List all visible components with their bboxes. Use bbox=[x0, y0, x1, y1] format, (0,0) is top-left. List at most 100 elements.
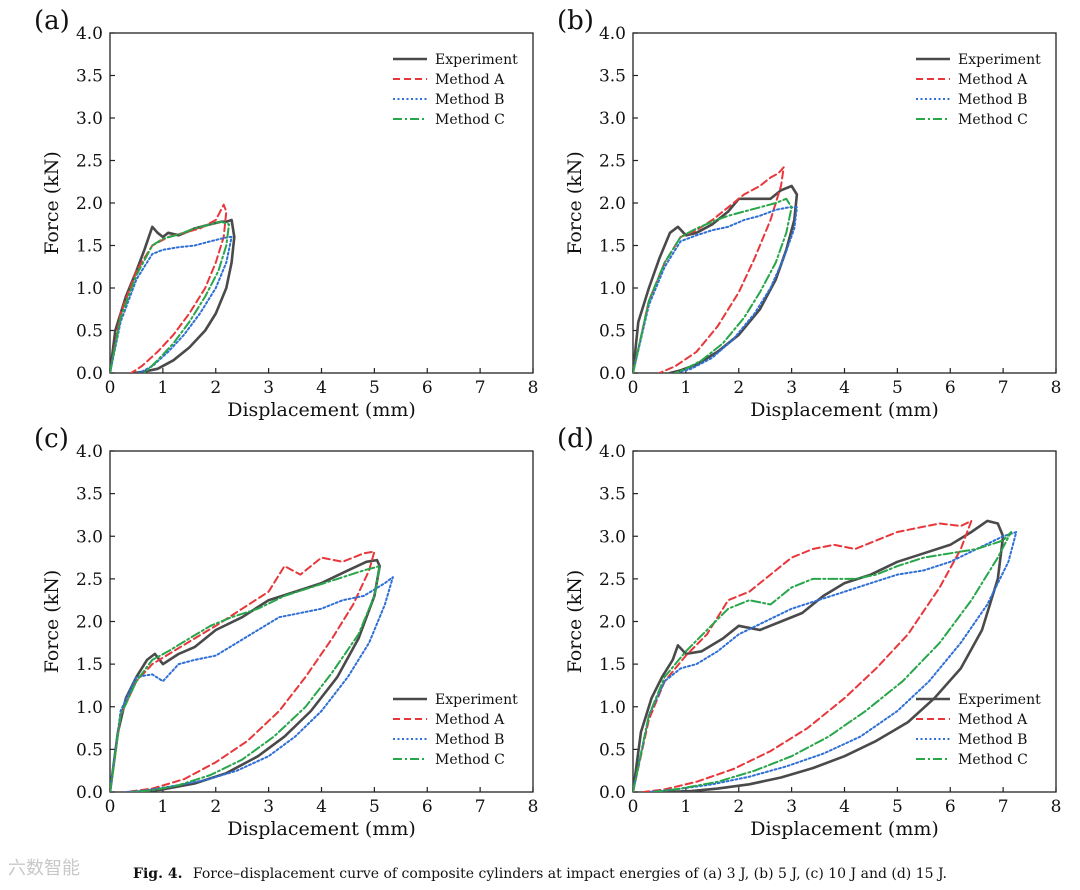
legend-label-method-a: Method A bbox=[435, 72, 505, 88]
x-axis-label-b: Displacement (mm) bbox=[750, 399, 939, 421]
y-axis-label-d: Force (kN) bbox=[564, 570, 586, 674]
legend-label-experiment: Experiment bbox=[958, 692, 1041, 708]
legend-label-method-c: Method C bbox=[958, 112, 1028, 128]
y-tick-label-a: 1.5 bbox=[76, 237, 103, 257]
y-axis-label-b: Force (kN) bbox=[564, 151, 586, 255]
series-line-method-c-c bbox=[110, 565, 381, 792]
legend-label-method-c: Method C bbox=[435, 112, 505, 128]
series-line-method-b-c bbox=[110, 576, 394, 792]
series-line-method-b-a bbox=[110, 236, 233, 373]
x-tick-label-d: 3 bbox=[786, 797, 797, 817]
legend-label-method-c: Method C bbox=[958, 752, 1028, 768]
x-axis-label-c: Displacement (mm) bbox=[227, 818, 416, 840]
legend-label-method-b: Method B bbox=[435, 92, 504, 108]
y-tick-label-d: 2.5 bbox=[599, 570, 626, 590]
y-tick-label-b: 2.5 bbox=[599, 152, 626, 172]
legend-label-method-a: Method A bbox=[958, 712, 1028, 728]
caption-label: Fig. 4. bbox=[133, 866, 183, 882]
x-tick-label-b: 4 bbox=[839, 378, 850, 398]
x-tick-label-c: 7 bbox=[475, 797, 486, 817]
x-tick-label-a: 2 bbox=[210, 378, 221, 398]
series-line-method-a-d bbox=[633, 519, 973, 792]
x-tick-label-b: 0 bbox=[628, 378, 639, 398]
y-tick-label-b: 3.5 bbox=[599, 67, 626, 87]
legend-label-method-a: Method A bbox=[958, 72, 1028, 88]
legend-label-experiment: Experiment bbox=[958, 52, 1041, 68]
y-tick-label-a: 4.0 bbox=[76, 24, 103, 44]
series-group-c bbox=[110, 550, 394, 792]
y-tick-label-c: 0.0 bbox=[76, 783, 103, 803]
x-tick-label-a: 8 bbox=[528, 378, 539, 398]
y-tick-label-c: 2.5 bbox=[76, 570, 103, 590]
series-line-method-b-b bbox=[633, 206, 798, 373]
legend-label-method-c: Method C bbox=[435, 752, 505, 768]
y-tick-label-d: 2.0 bbox=[599, 613, 626, 633]
x-tick-label-c: 8 bbox=[528, 797, 539, 817]
y-tick-label-c: 4.0 bbox=[76, 442, 103, 462]
y-tick-label-a: 2.5 bbox=[76, 152, 103, 172]
x-tick-label-a: 7 bbox=[475, 378, 486, 398]
series-line-method-c-a bbox=[110, 220, 230, 373]
x-tick-label-b: 7 bbox=[998, 378, 1009, 398]
x-tick-label-d: 5 bbox=[892, 797, 903, 817]
legend-c: Experiment Method A Method B Method C bbox=[393, 692, 518, 768]
y-tick-label-d: 0.0 bbox=[599, 783, 626, 803]
panel-label-c: (c) bbox=[34, 424, 69, 454]
legend-label-experiment: Experiment bbox=[435, 52, 518, 68]
legend-label-method-b: Method B bbox=[958, 92, 1027, 108]
panel-b: 0 1 2 3 4 5 6 7 8 0.0 0.5 1.0 1.5 2.0 2.5 3.0 3.5 4.0 Disp… bbox=[557, 6, 1061, 421]
y-tick-label-a: 0.5 bbox=[76, 322, 103, 342]
y-tick-label-a: 3.5 bbox=[76, 67, 103, 87]
series-line-experiment-d bbox=[633, 519, 1005, 792]
x-tick-label-d: 8 bbox=[1051, 797, 1062, 817]
x-tick-label-d: 0 bbox=[628, 797, 639, 817]
x-tick-label-d: 7 bbox=[998, 797, 1009, 817]
x-tick-label-b: 2 bbox=[733, 378, 744, 398]
x-axis-label-a: Displacement (mm) bbox=[227, 399, 416, 421]
y-axis-label-a: Force (kN) bbox=[41, 151, 63, 255]
x-tick-label-a: 6 bbox=[422, 378, 433, 398]
legend-b: Experiment Method A Method B Method C bbox=[916, 52, 1041, 128]
figure-canvas: 0 1 2 3 4 5 6 7 8 0.0 0.5 1.0 1.5 2.0 2.5 3.0 3.5 4.0 Disp… bbox=[34, 6, 1061, 840]
x-tick-label-c: 6 bbox=[422, 797, 433, 817]
panel-label-a: (a) bbox=[34, 6, 70, 36]
y-tick-label-d: 1.0 bbox=[599, 698, 626, 718]
y-tick-label-d: 3.5 bbox=[599, 485, 626, 505]
x-tick-label-c: 0 bbox=[105, 797, 116, 817]
x-tick-label-b: 5 bbox=[892, 378, 903, 398]
y-tick-label-b: 0.5 bbox=[599, 322, 626, 342]
y-tick-label-b: 1.0 bbox=[599, 279, 626, 299]
series-line-method-a-a bbox=[110, 203, 228, 373]
series-line-method-b-d bbox=[633, 531, 1018, 792]
y-tick-label-d: 4.0 bbox=[599, 442, 626, 462]
series-line-method-a-c bbox=[110, 550, 376, 792]
y-tick-label-c: 1.0 bbox=[76, 698, 103, 718]
y-tick-label-b: 0.0 bbox=[599, 364, 626, 384]
x-tick-label-d: 4 bbox=[839, 797, 850, 817]
x-tick-label-d: 2 bbox=[733, 797, 744, 817]
y-axis-label-c: Force (kN) bbox=[41, 570, 63, 674]
y-tick-label-b: 2.0 bbox=[599, 194, 626, 214]
series-line-experiment-a bbox=[110, 218, 236, 373]
legend-label-method-a: Method A bbox=[435, 712, 505, 728]
x-tick-label-d: 1 bbox=[680, 797, 691, 817]
y-tick-label-c: 1.5 bbox=[76, 655, 103, 675]
legend-d: Experiment Method A Method B Method C bbox=[916, 692, 1041, 768]
y-tick-label-c: 3.0 bbox=[76, 527, 103, 547]
x-tick-label-c: 3 bbox=[263, 797, 274, 817]
x-tick-label-b: 8 bbox=[1051, 378, 1062, 398]
y-tick-label-c: 3.5 bbox=[76, 485, 103, 505]
legend-label-method-b: Method B bbox=[958, 732, 1027, 748]
y-tick-label-c: 2.0 bbox=[76, 613, 103, 633]
x-tick-label-b: 1 bbox=[680, 378, 691, 398]
series-group-b bbox=[633, 166, 799, 373]
y-tick-label-b: 3.0 bbox=[599, 109, 626, 129]
x-tick-label-a: 0 bbox=[105, 378, 116, 398]
x-tick-label-a: 5 bbox=[369, 378, 380, 398]
series-line-method-c-d bbox=[633, 531, 1013, 792]
y-tick-label-a: 3.0 bbox=[76, 109, 103, 129]
series-line-method-c-b bbox=[633, 197, 793, 373]
y-tick-label-a: 1.0 bbox=[76, 279, 103, 299]
panel-d: 0 1 2 3 4 5 6 7 8 0.0 0.5 1.0 1.5 2.0 2.5 3.0 3.5 4.0 Disp… bbox=[557, 424, 1061, 840]
y-tick-label-d: 3.0 bbox=[599, 527, 626, 547]
